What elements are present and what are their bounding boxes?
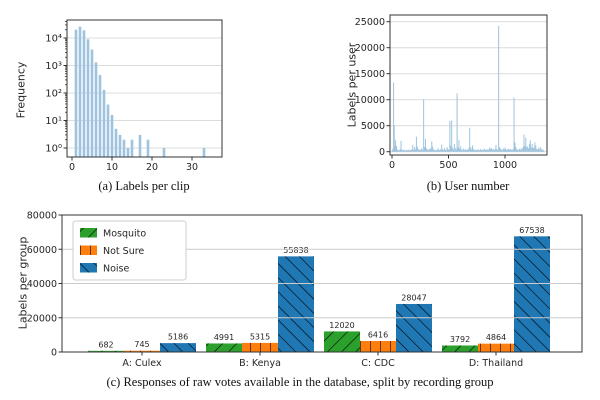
caption-subplot-c: (c) Responses of raw votes available in …	[106, 375, 494, 389]
axis-label-labels-per-group: Labels per group	[16, 236, 30, 330]
svg-text:4864: 4864	[486, 333, 506, 342]
svg-text:10000: 10000	[355, 95, 385, 106]
subplot-a-labels-per-clip: 10⁰ 10¹ 10² 10³ 10⁴ 0 10 20 30	[45, 19, 223, 173]
histogram-bars	[74, 26, 206, 158]
svg-text:10³: 10³	[45, 61, 62, 72]
svg-text:0: 0	[51, 348, 57, 359]
svg-text:55838: 55838	[283, 246, 308, 255]
svg-text:10: 10	[106, 162, 118, 173]
legend-label-mosquito: Mosquito	[103, 229, 146, 240]
axis-label-frequency: Frequency	[14, 61, 28, 119]
subplot-c-votes-by-group: 682 4991 12020 3792 745 5315 6416 4864 5186 55838…	[27, 211, 583, 369]
svg-text:D: Thailand: D: Thailand	[469, 358, 523, 369]
svg-text:3792: 3792	[450, 335, 470, 344]
svg-text:5000: 5000	[361, 121, 385, 132]
svg-text:745: 745	[134, 340, 149, 349]
svg-text:10⁰: 10⁰	[45, 144, 62, 155]
user-spike-bars	[391, 25, 545, 152]
svg-text:10¹: 10¹	[45, 116, 62, 127]
svg-text:40000: 40000	[27, 279, 57, 290]
svg-text:67538: 67538	[519, 226, 544, 235]
svg-text:10²: 10²	[45, 89, 62, 100]
axis-label-labels-per-user: Labels per user	[345, 42, 359, 128]
svg-text:4991: 4991	[214, 333, 234, 342]
svg-text:682: 682	[98, 340, 113, 349]
legend-label-noise: Noise	[103, 264, 130, 275]
caption-subplot-a: (a) Labels per clip	[98, 179, 190, 193]
svg-text:20: 20	[146, 162, 158, 173]
svg-text:30: 30	[186, 162, 198, 173]
svg-text:20000: 20000	[27, 313, 57, 324]
caption-subplot-b: (b) User number	[426, 179, 510, 193]
svg-text:12020: 12020	[329, 321, 354, 330]
svg-text:C: CDC: C: CDC	[361, 358, 395, 369]
svg-text:20000: 20000	[355, 43, 385, 54]
svg-text:6416: 6416	[368, 331, 388, 340]
svg-text:25000: 25000	[355, 17, 385, 28]
svg-text:1000: 1000	[493, 160, 517, 171]
svg-text:A: Culex: A: Culex	[122, 358, 162, 369]
svg-text:0: 0	[389, 160, 395, 171]
svg-text:10⁴: 10⁴	[45, 34, 62, 45]
svg-text:B: Kenya: B: Kenya	[239, 358, 281, 369]
group-bars: 682 4991 12020 3792 745 5315 6416 4864 5186 55838…	[88, 226, 550, 352]
legend: Mosquito Not Sure Noise	[72, 220, 187, 281]
svg-text:500: 500	[439, 160, 457, 171]
svg-text:60000: 60000	[27, 245, 57, 256]
legend-label-not-sure: Not Sure	[103, 246, 144, 257]
svg-text:28047: 28047	[401, 293, 426, 302]
svg-text:80000: 80000	[27, 211, 57, 222]
svg-text:15000: 15000	[355, 69, 385, 80]
subplot-b-labels-per-user: 0 5000 10000 15000 20000 25000 0 500 1000	[355, 14, 548, 171]
svg-text:0: 0	[379, 147, 385, 158]
svg-text:5315: 5315	[250, 332, 270, 341]
svg-text:0: 0	[69, 162, 75, 173]
svg-text:5186: 5186	[168, 333, 188, 342]
